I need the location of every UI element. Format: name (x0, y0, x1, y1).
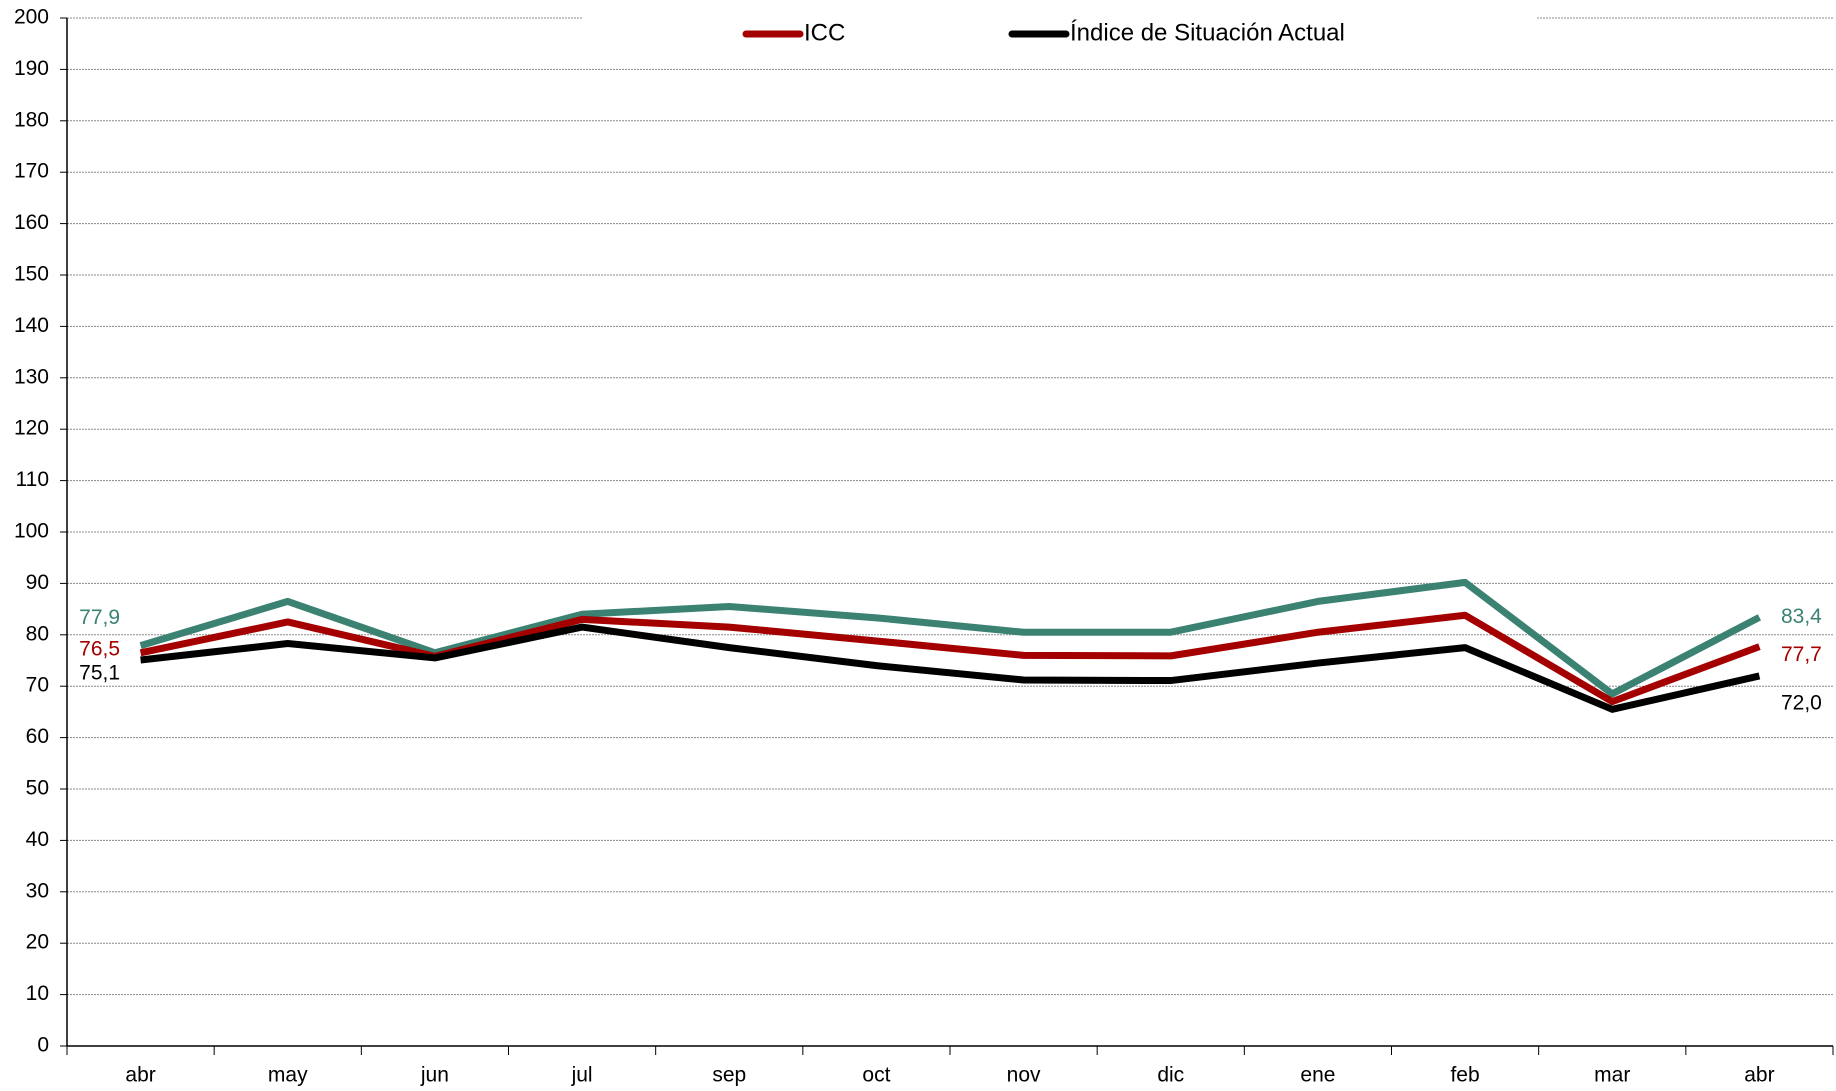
data-label: 77,7 (1781, 643, 1822, 666)
y-tick-label: 110 (16, 468, 49, 491)
y-tick-label: 40 (26, 828, 49, 851)
x-tick-label: jul (571, 1064, 593, 1087)
y-tick-label: 190 (14, 57, 49, 80)
y-tick-label: 20 (26, 931, 49, 954)
series-line (139, 578, 1762, 698)
y-tick-label: 60 (26, 725, 49, 748)
x-tick-label: ene (1300, 1064, 1335, 1087)
y-tick-label: 170 (14, 160, 49, 183)
x-tick-label: abr (125, 1064, 155, 1087)
series-line (139, 611, 1761, 706)
legend-label: ICC (804, 19, 845, 46)
x-tick-label: may (268, 1064, 308, 1087)
y-tick-label: 200 (14, 6, 49, 29)
data-label: 77,9 (79, 606, 120, 629)
y-tick-label: 80 (26, 622, 49, 645)
y-tick-label: 180 (14, 108, 49, 131)
y-tick-label: 0 (37, 1034, 49, 1057)
series-line (140, 623, 1761, 713)
legend-background (582, 10, 1537, 50)
legend-label: Índice de Situación Actual (1070, 19, 1345, 46)
y-tick-label: 120 (14, 417, 49, 440)
x-tick-label: oct (862, 1064, 890, 1087)
y-tick-label: 70 (26, 674, 49, 697)
x-tick-label: sep (712, 1064, 746, 1087)
y-tick-label: 150 (14, 263, 49, 286)
data-label: 75,1 (79, 662, 120, 685)
y-tick-label: 10 (26, 982, 49, 1005)
y-tick-label: 90 (26, 571, 49, 594)
y-tick-label: 30 (26, 879, 49, 902)
x-tick-label: feb (1450, 1064, 1479, 1087)
y-tick-label: 130 (14, 365, 49, 388)
data-label: 83,4 (1781, 605, 1822, 628)
x-tick-label: mar (1594, 1064, 1630, 1087)
y-tick-label: 140 (14, 314, 49, 337)
y-tick-label: 100 (14, 520, 49, 543)
x-tick-label: dic (1157, 1064, 1184, 1087)
y-tick-label: 50 (26, 777, 49, 800)
y-tick-label: 160 (14, 211, 49, 234)
x-tick-label: abr (1744, 1064, 1774, 1087)
x-tick-label: nov (1007, 1064, 1041, 1087)
data-label: 76,5 (79, 637, 120, 660)
x-tick-label: jun (420, 1064, 449, 1087)
data-label: 72,0 (1781, 691, 1822, 714)
